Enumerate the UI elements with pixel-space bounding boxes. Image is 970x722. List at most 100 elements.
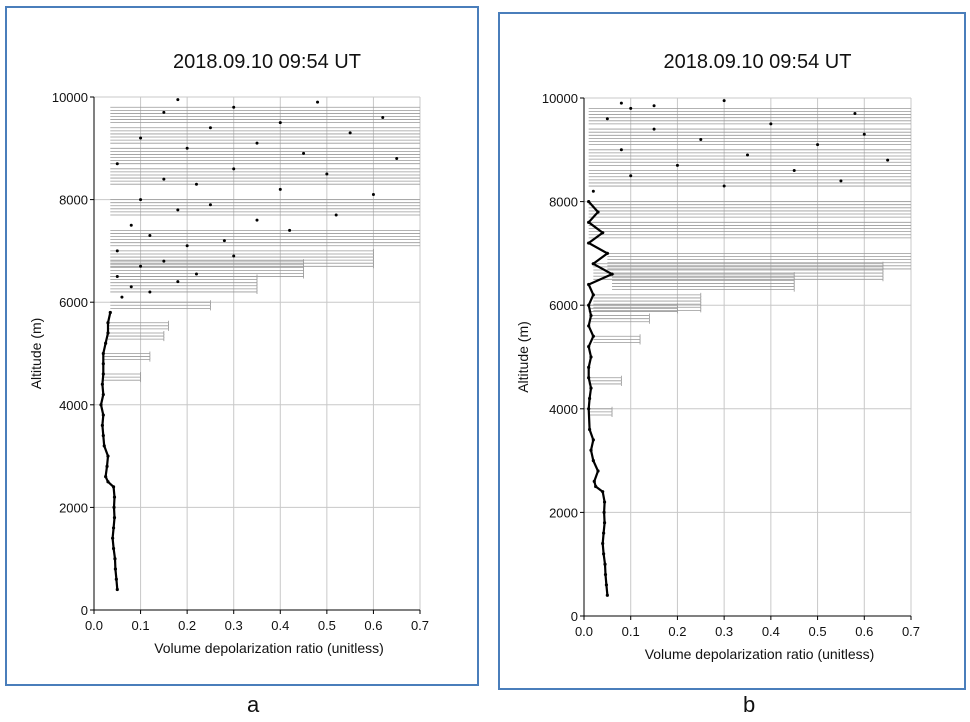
data-point xyxy=(162,259,166,263)
data-point xyxy=(106,321,110,325)
data-point xyxy=(278,121,282,125)
data-point xyxy=(185,244,189,248)
data-point xyxy=(395,157,399,161)
data-point xyxy=(589,386,593,390)
data-point xyxy=(722,184,726,188)
y-tick-label: 0 xyxy=(81,603,88,618)
data-point xyxy=(587,282,591,287)
data-point xyxy=(619,148,623,152)
x-tick-label: 0.1 xyxy=(132,618,150,633)
chart-svg-b: 0.0 0.1 0.2 0.3 0.4 0.5 0.6 0.7 0 2000 4000 6000 800… xyxy=(515,51,920,662)
x-axis-label: Volume depolarization ratio (unitless) xyxy=(645,646,875,662)
data-point xyxy=(162,110,166,114)
data-point xyxy=(605,117,609,121)
data-point xyxy=(255,141,259,145)
data-point xyxy=(591,262,595,266)
data-point xyxy=(108,310,112,315)
data-point xyxy=(601,231,605,235)
data-point xyxy=(587,200,591,204)
data-point xyxy=(596,469,600,473)
data-point xyxy=(629,106,633,110)
data-point xyxy=(176,98,180,102)
y-tick-label: 4000 xyxy=(549,402,578,417)
data-point xyxy=(194,272,198,276)
data-point xyxy=(106,454,110,458)
data-point xyxy=(162,177,166,181)
data-point xyxy=(148,290,152,294)
y-tick-label: 10000 xyxy=(542,91,578,106)
y-tick-label: 10000 xyxy=(52,90,88,105)
chart-title: 2018.09.10 09:54 UT xyxy=(664,51,852,73)
data-point xyxy=(699,137,703,141)
data-point xyxy=(208,203,212,207)
y-tick-label: 2000 xyxy=(549,505,578,520)
data-point xyxy=(232,254,236,258)
data-point xyxy=(886,158,890,162)
data-point xyxy=(316,100,320,104)
data-point xyxy=(101,372,105,376)
data-point xyxy=(587,324,591,328)
y-tick-label: 2000 xyxy=(59,500,88,515)
data-point xyxy=(115,162,119,166)
data-point xyxy=(862,132,866,136)
data-point xyxy=(675,163,679,167)
y-axis-label: Altitude (m) xyxy=(515,321,531,393)
data-point xyxy=(278,187,282,191)
data-point xyxy=(104,475,108,479)
data-point xyxy=(185,146,189,150)
data-point xyxy=(334,213,338,217)
data-point xyxy=(746,153,749,157)
x-tick-label: 0.0 xyxy=(575,624,593,639)
panel-caption-a: a xyxy=(247,692,260,717)
data-point xyxy=(652,127,656,131)
data-point xyxy=(105,464,109,468)
data-point xyxy=(115,275,119,279)
data-point xyxy=(148,234,152,238)
data-point xyxy=(111,536,115,540)
data-point xyxy=(139,264,143,268)
data-point xyxy=(106,480,110,484)
data-point xyxy=(101,351,105,356)
data-point xyxy=(102,444,106,448)
y-tick-label: 8000 xyxy=(59,193,88,208)
panel-caption-b: b xyxy=(743,692,756,717)
data-point xyxy=(769,122,773,126)
data-point xyxy=(816,143,820,147)
y-tick-label: 0 xyxy=(571,609,578,624)
data-point xyxy=(853,112,857,116)
data-point xyxy=(176,280,180,284)
data-point xyxy=(589,313,593,318)
data-point xyxy=(603,572,608,577)
data-point xyxy=(288,228,292,232)
data-point xyxy=(591,334,595,338)
data-point xyxy=(176,208,180,212)
data-point xyxy=(619,101,623,105)
data-point xyxy=(601,541,605,546)
data-point xyxy=(587,376,591,380)
data-point xyxy=(592,479,596,483)
data-point xyxy=(232,105,236,109)
data-point xyxy=(605,251,609,255)
data-point xyxy=(591,293,595,297)
data-point xyxy=(194,182,198,186)
data-point xyxy=(602,500,607,504)
data-point xyxy=(348,131,352,135)
data-point xyxy=(587,407,591,411)
data-point xyxy=(587,365,591,369)
data-point xyxy=(104,341,108,345)
data-point xyxy=(605,593,609,597)
x-tick-label: 0.1 xyxy=(622,624,640,639)
data-point xyxy=(587,220,591,224)
data-point xyxy=(602,521,607,525)
data-point xyxy=(111,485,116,489)
data-point xyxy=(101,362,105,366)
data-point xyxy=(325,172,329,176)
data-point xyxy=(652,104,656,108)
data-point xyxy=(302,151,306,155)
data-point xyxy=(602,510,606,514)
data-point xyxy=(139,198,143,202)
data-point xyxy=(112,516,117,520)
y-tick-label: 8000 xyxy=(549,195,578,210)
x-tick-label: 0.4 xyxy=(271,618,289,633)
data-point xyxy=(111,526,116,530)
